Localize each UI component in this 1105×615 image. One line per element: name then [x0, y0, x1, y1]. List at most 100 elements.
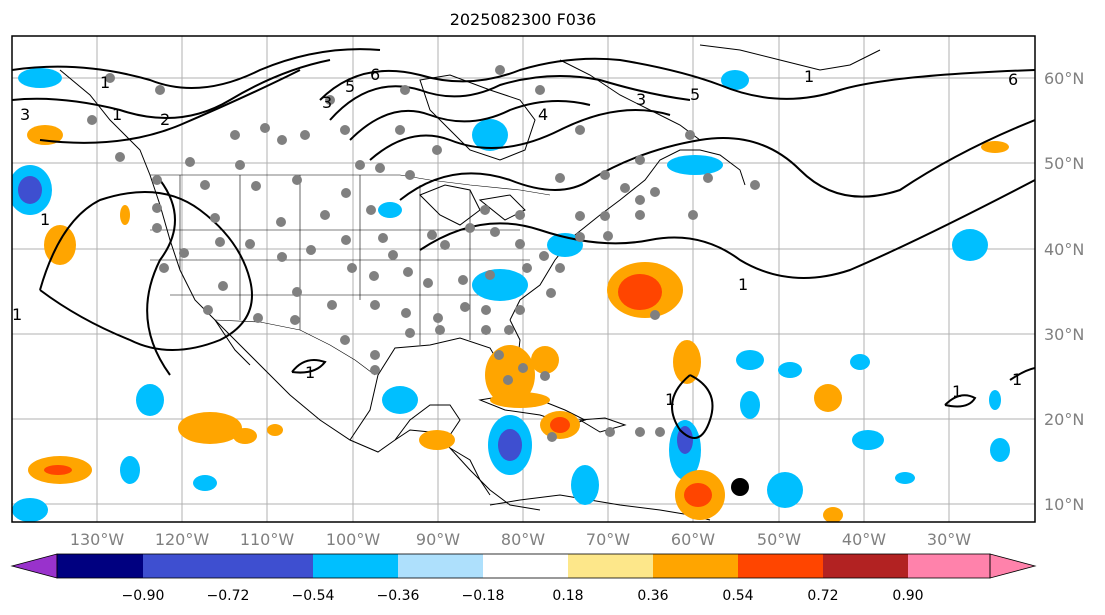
coast-greenland	[699, 44, 881, 71]
neg-anomaly-11	[382, 386, 418, 414]
contour-label: 1	[112, 105, 122, 124]
colorbar-segment	[653, 554, 738, 578]
contour-label: 1	[665, 390, 675, 409]
colorbar-segment	[398, 554, 483, 578]
contour-label: 5	[345, 77, 355, 96]
colorbar-tick-label: 0.72	[807, 588, 838, 604]
neg-anomaly-23	[895, 472, 915, 484]
neg-anomaly-22	[852, 430, 884, 450]
border-us-mexico	[214, 319, 376, 376]
neg-anomaly-10-core	[498, 429, 522, 461]
neg-anomaly-9	[952, 229, 988, 261]
neg-anomaly-2	[18, 68, 62, 88]
contour-5b	[399, 119, 1035, 201]
colorbar-tick-label: −0.36	[377, 588, 420, 604]
neg-anomaly-21	[850, 354, 870, 370]
pos-anomaly-13	[120, 205, 130, 225]
map-frame	[11, 35, 1036, 523]
lon-label: 110°W	[240, 530, 295, 549]
contour-label: 1	[1012, 370, 1022, 389]
coast-baja	[214, 319, 251, 366]
contour-label: 1	[804, 67, 814, 86]
pos-anomaly-15	[419, 430, 455, 450]
border-us-canada	[150, 174, 551, 196]
lon-label: 100°W	[326, 530, 381, 549]
pos-anomaly-6	[673, 340, 701, 384]
contour-1g	[291, 359, 327, 374]
contour-label: 1	[952, 382, 962, 401]
colorbar-segment	[738, 554, 823, 578]
neg-anomaly-12	[136, 384, 164, 416]
colorbar-segment	[568, 554, 653, 578]
contour-label: 5	[690, 85, 700, 104]
colorbar-segment	[313, 554, 398, 578]
contour-1a	[12, 48, 381, 89]
colorbar-tick-label: 0.18	[552, 588, 583, 604]
neg-anomaly-8	[721, 70, 749, 90]
colorbar	[10, 553, 1037, 579]
contour-1f	[944, 394, 977, 408]
contour-1b	[419, 179, 1035, 279]
pos-anomaly-2	[485, 345, 535, 405]
neg-anomaly-15	[571, 465, 599, 505]
lat-label: 10°N	[1044, 495, 1084, 514]
gridlines	[12, 36, 1035, 522]
neg-anomaly-1-core	[18, 176, 42, 204]
lat-labels: 60°N 50°N 40°N 30°N 20°N 10°N	[1044, 69, 1084, 514]
neg-anomaly-18	[778, 362, 802, 378]
lon-label: 130°W	[70, 530, 125, 549]
coast-labrador	[559, 59, 701, 141]
lon-label: 50°W	[757, 530, 801, 549]
colorbar-tick-label: 0.36	[637, 588, 668, 604]
neg-anomaly-14	[193, 475, 217, 491]
neg-anomaly-3	[472, 119, 508, 151]
island-hispaniola	[578, 417, 627, 433]
neg-anomaly-16-core	[677, 426, 693, 454]
contour-1c	[39, 191, 253, 351]
colorbar-tick-label: −0.54	[292, 588, 335, 604]
lat-label: 50°N	[1044, 154, 1084, 173]
contour-6a	[319, 57, 1035, 101]
coast-central-america	[449, 447, 491, 496]
shaded-fields	[12, 68, 1010, 522]
contour-labels: 1 3 2 1 6 5 4 3 5 6 1 3 1 1 1 1 1 1 1	[12, 65, 1022, 409]
neg-anomaly-20	[767, 472, 803, 508]
pos-anomaly-10	[178, 412, 242, 444]
neg-anomaly-13	[120, 456, 140, 484]
lake-huron-erie	[478, 194, 526, 221]
neg-anomaly-19	[740, 391, 760, 419]
pos-anomaly-3	[531, 346, 559, 374]
border-states-vertical	[179, 175, 471, 345]
coast-hudson-bay	[419, 74, 536, 161]
contour-label: 3	[20, 105, 30, 124]
pos-anomaly-4-core	[550, 417, 570, 433]
pos-anomaly-17	[823, 507, 843, 522]
coast-yucatan	[394, 404, 461, 441]
colorbar-extend-max	[989, 553, 1037, 579]
station-dots	[87, 65, 760, 442]
pos-anomaly-16	[981, 141, 1009, 153]
colorbar-tick-label: 0.90	[892, 588, 923, 604]
pos-anomaly-7-core	[684, 483, 712, 507]
contour-label: 1	[40, 210, 50, 229]
neg-anomaly-17	[736, 350, 764, 370]
colorbar-segment	[228, 554, 313, 578]
coast-east	[509, 149, 746, 321]
colorbar-outline	[56, 553, 991, 579]
contours	[12, 48, 1035, 439]
contour-label: 3	[322, 93, 332, 112]
contour-1d	[146, 179, 176, 376]
neg-anomaly-24	[990, 438, 1010, 462]
storm-center-marker	[731, 478, 749, 496]
lat-label: 40°N	[1044, 240, 1084, 259]
colorbar-tick-label: −0.18	[462, 588, 505, 604]
pos-anomaly-14	[27, 125, 63, 145]
contour-label: 3	[636, 90, 646, 109]
contour-label: 1	[12, 305, 22, 324]
contour-label: 1	[738, 275, 748, 294]
colorbar-tick-label: −0.72	[207, 588, 250, 604]
lon-label: 90°W	[416, 530, 460, 549]
neg-anomaly-25	[989, 390, 1001, 410]
colorbar-extend-min	[10, 553, 58, 579]
pos-anomaly-18	[267, 424, 283, 436]
